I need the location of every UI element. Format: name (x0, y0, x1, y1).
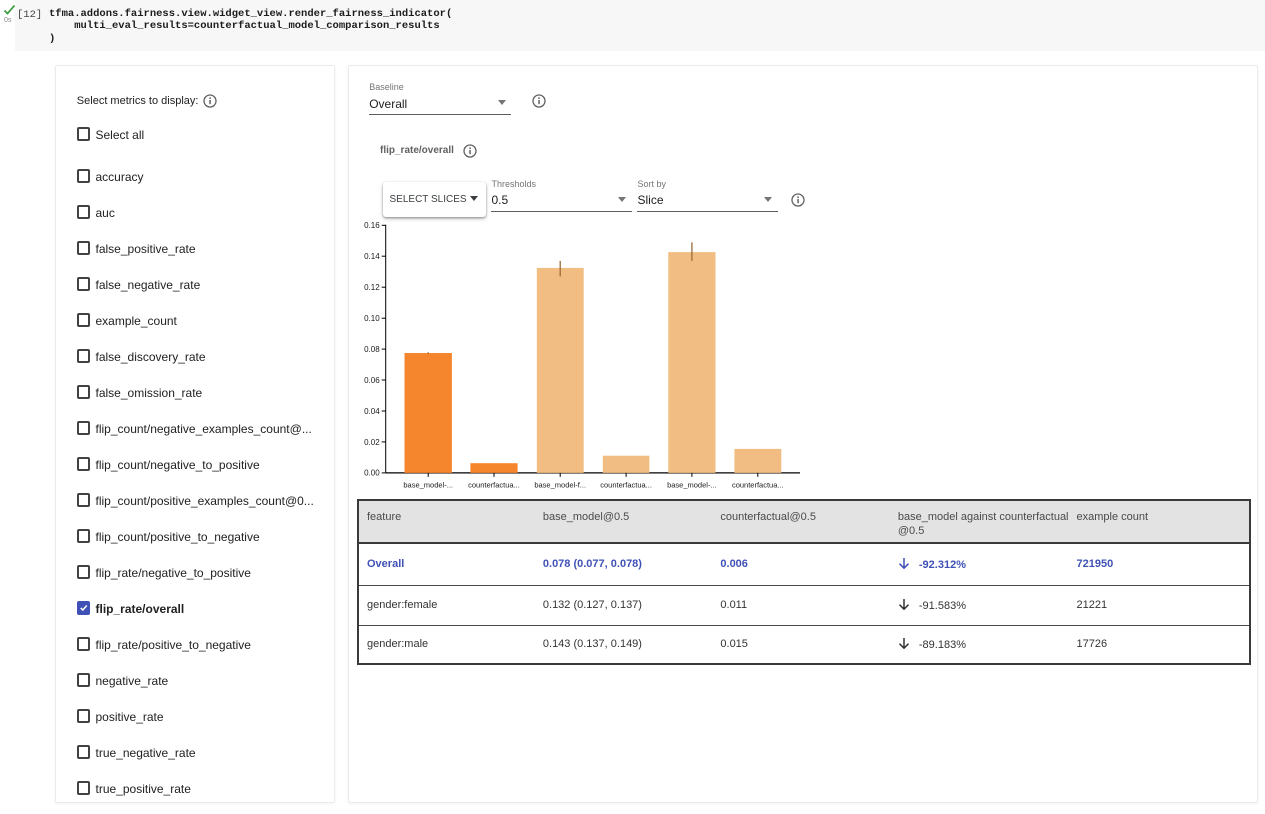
svg-text:0.16: 0.16 (364, 221, 380, 230)
svg-text:0.04: 0.04 (364, 407, 380, 416)
svg-text:0.00: 0.00 (364, 469, 380, 478)
svg-text:0.12: 0.12 (364, 283, 380, 292)
svg-text:counterfactua...: counterfactua... (732, 480, 784, 489)
svg-text:base_model-f...: base_model-f... (534, 480, 586, 489)
svg-text:0.02: 0.02 (364, 438, 380, 447)
svg-text:counterfactua...: counterfactua... (600, 480, 652, 489)
svg-text:0.06: 0.06 (364, 376, 380, 385)
svg-text:counterfactua...: counterfactua... (468, 480, 520, 489)
svg-text:0.08: 0.08 (364, 345, 380, 354)
svg-text:base_model-...: base_model-... (403, 480, 453, 489)
svg-text:base_model-...: base_model-... (667, 480, 717, 489)
svg-text:0.10: 0.10 (364, 314, 380, 323)
svg-text:0.14: 0.14 (364, 252, 380, 261)
